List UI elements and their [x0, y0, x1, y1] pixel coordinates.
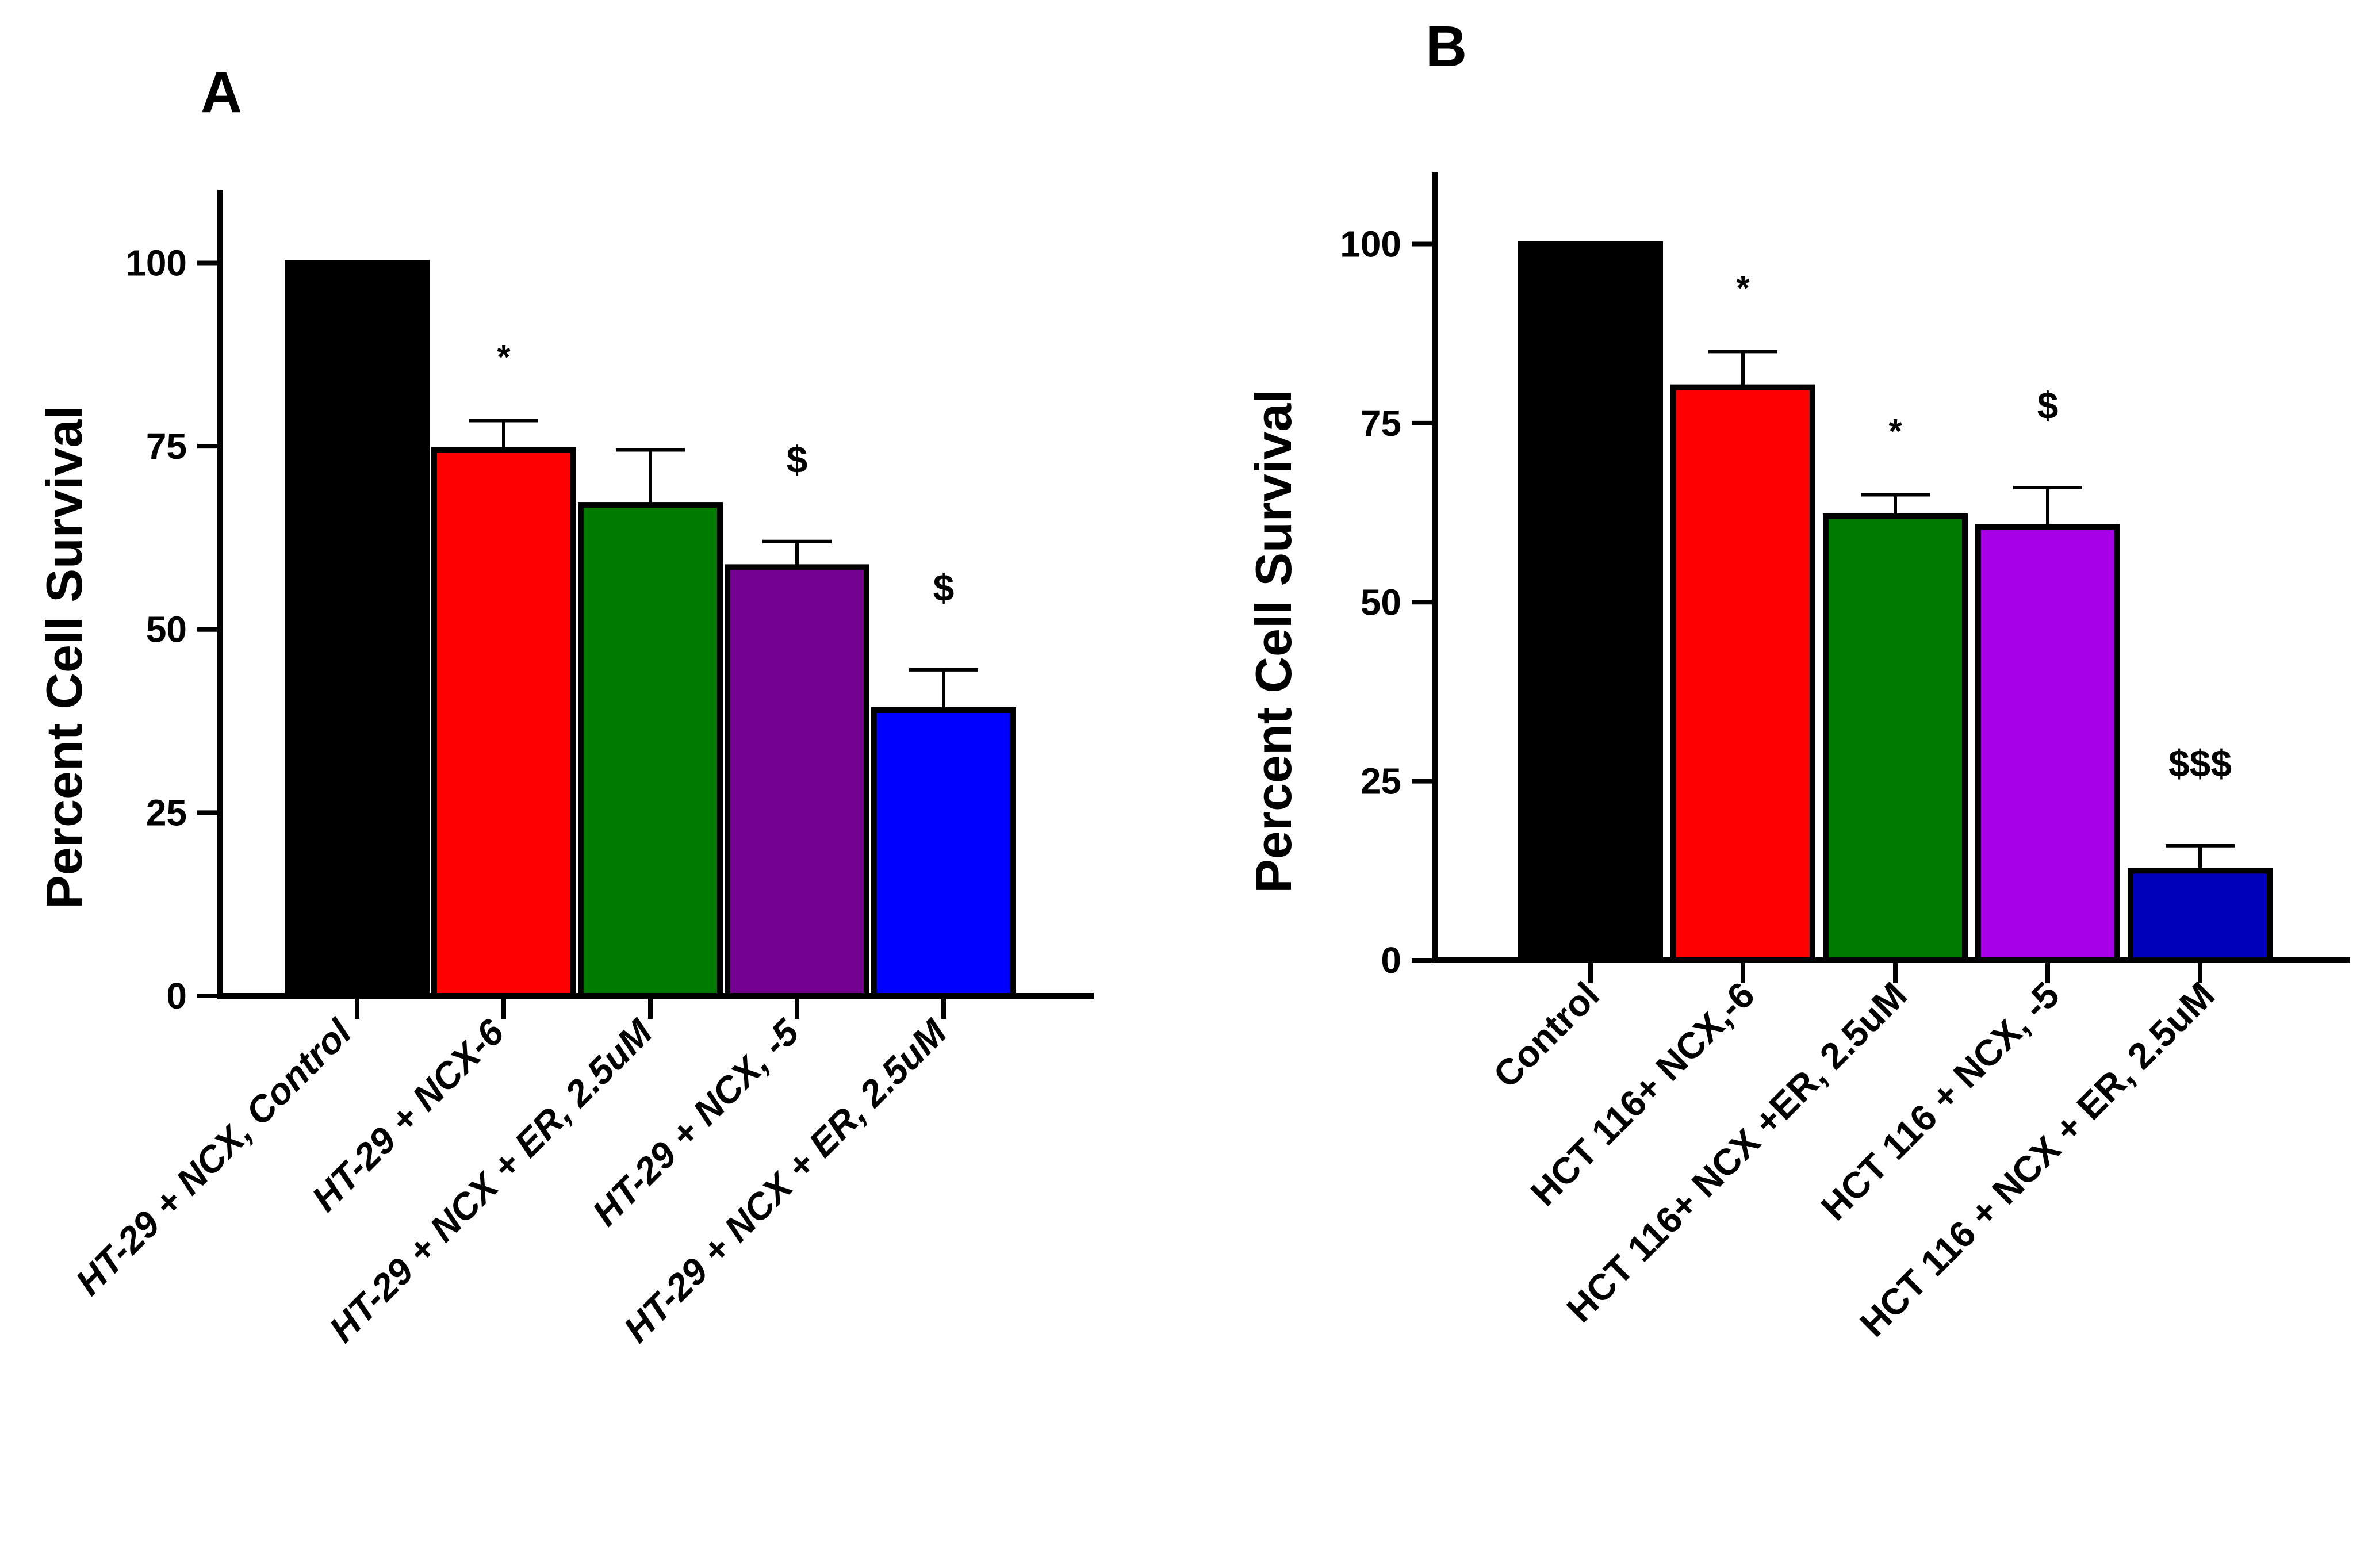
panel-b-significance-label: $$$: [2168, 742, 2232, 785]
panel-a-bar: [285, 260, 430, 999]
panel-a-category-label: HT-29 + NCX, Control: [68, 1011, 360, 1303]
panel-a-significance-label: *: [497, 338, 511, 376]
panel-a-letter: A: [201, 60, 242, 125]
panel-a-bar: [725, 564, 869, 999]
panel-b-y-tick-label: 50: [1361, 581, 1401, 623]
panel-b-y-axis-title: Percent Cell Survival: [1245, 389, 1302, 893]
panel-a-y-axis-title: Percent Cell Survival: [36, 405, 93, 909]
panel-b: B Percent Cell Survival 0 25 50 75 100 Contro…: [1245, 14, 2350, 1344]
panel-b-y-tick-label: 0: [1381, 940, 1401, 981]
panel-b-y-tick-label: 100: [1340, 224, 1401, 265]
panel-b-bar: [1975, 524, 2120, 963]
panel-b-significance-label: $: [2037, 384, 2059, 427]
panel-a-bar: [431, 447, 576, 999]
panel-b-significance-label: *: [1888, 412, 1902, 450]
panel-a-y-tick-label: 100: [125, 242, 187, 283]
panel-a-y-tick-label: 50: [146, 609, 187, 650]
panel-a-significance-label: $: [787, 438, 808, 481]
panel-b-bar: [1823, 513, 1968, 963]
panel-b-category-label: Control: [1485, 974, 1607, 1096]
panel-a-bar: [578, 502, 723, 999]
panel-b-bar: [2128, 868, 2273, 964]
panel-a-significance-label: $: [933, 566, 955, 609]
panel-b-y-tick-label: 25: [1361, 761, 1401, 802]
panel-a-y-tick-label: 75: [146, 425, 187, 467]
panel-b-letter: B: [1426, 14, 1467, 79]
panel-b-y-tick-label: 75: [1361, 402, 1401, 444]
panel-b-significance-label: *: [1736, 269, 1750, 307]
panel-b-bar: [1518, 241, 1663, 964]
panel-a: A Percent Cell Survival 0 25 50 75 100 HT-29 …: [36, 60, 1094, 1350]
panel-b-bar: [1670, 384, 1815, 963]
panel-a-y-tick-label: 0: [166, 975, 187, 1017]
panel-a-bar: [871, 707, 1016, 999]
panel-a-y-tick-label: 25: [146, 792, 187, 833]
